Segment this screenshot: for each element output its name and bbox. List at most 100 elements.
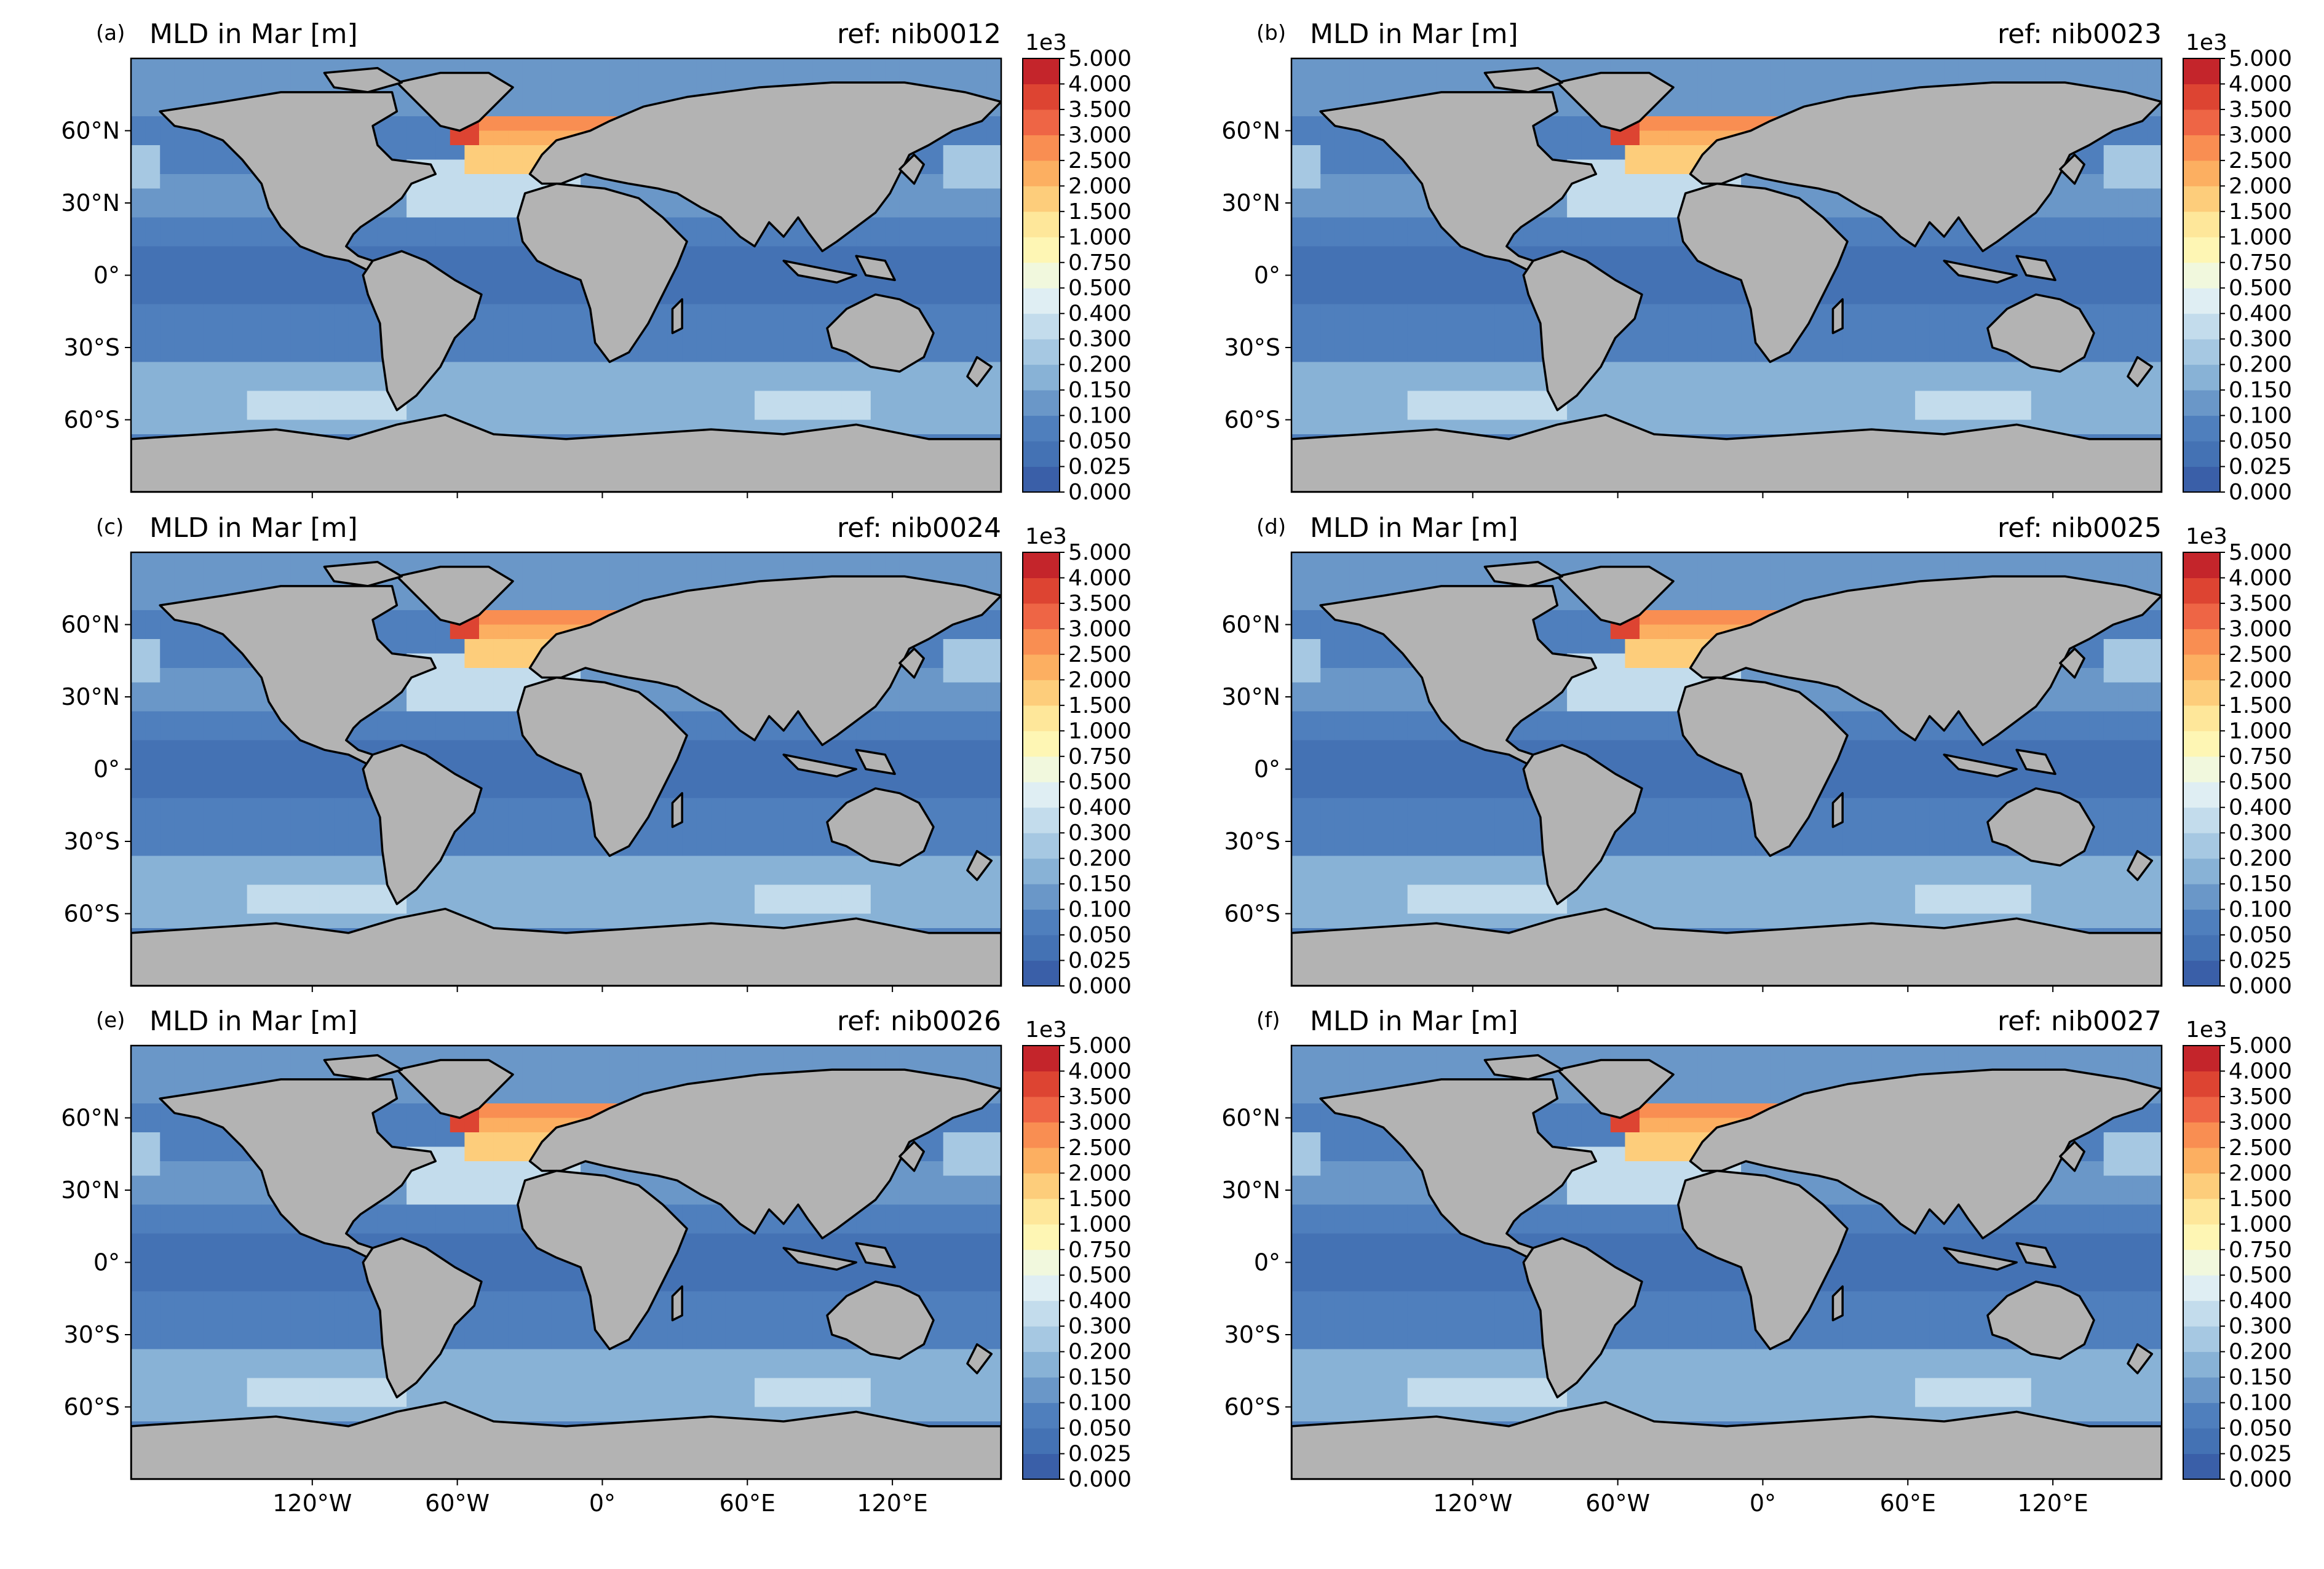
colorbar-tick-label: 0.750: [1068, 1237, 1132, 1263]
colorbar-tick-label: 4.000: [1068, 71, 1132, 97]
colorbar-tick-label: 0.100: [2229, 1391, 2292, 1416]
panel-e: (e) MLD in Mar [m] ref: nib0026 60°N 30°N 0° 3…: [61, 1006, 1132, 1517]
colorbar-tick-label: 2.000: [1068, 1161, 1132, 1186]
y-tick-label: 60°S: [64, 900, 120, 927]
colorbar-segment: [2183, 262, 2220, 288]
colorbar-segment: [1023, 680, 1060, 706]
x-tick-label: 60°E: [720, 1490, 775, 1517]
y-tick-label: 60°N: [61, 611, 120, 638]
colorbar-segment: [2183, 578, 2220, 604]
colorbar-segment: [1023, 237, 1060, 263]
colorbar-segment: [2183, 884, 2220, 910]
panel-c: (c) MLD in Mar [m] ref: nib0024 60°N 30°N 0° 3…: [61, 512, 1132, 999]
colorbar-tick-label: 0.150: [2229, 872, 2292, 897]
colorbar-segment: [1023, 705, 1060, 731]
colorbar-segment: [2183, 466, 2220, 493]
colorbar-segment: [1023, 960, 1060, 987]
colorbar-tick-label: 0.750: [2229, 250, 2292, 276]
colorbar-tick-label: 4.000: [1068, 1059, 1132, 1084]
y-tick-label: 30°N: [1221, 683, 1280, 710]
panel-title: MLD in Mar [m]: [1310, 512, 1518, 544]
colorbar-tick-label: 2.500: [2229, 148, 2292, 173]
colorbar-segment: [2183, 680, 2220, 706]
colorbar-tick-label: 1.000: [1068, 1212, 1132, 1237]
colorbar-segment: [2183, 135, 2220, 161]
colorbar-segment: [2183, 909, 2220, 935]
colorbar-segment: [1023, 1453, 1060, 1480]
colorbar-segment: [1023, 807, 1060, 833]
colorbar-tick-label: 0.000: [2229, 1467, 2292, 1492]
colorbar-segment: [2183, 1096, 2220, 1122]
colorbar-segment: [1023, 858, 1060, 884]
colorbar-tick-label: 2.500: [1068, 148, 1132, 173]
colorbar-tick-label: 1.000: [2229, 718, 2292, 744]
colorbar-segment: [2183, 552, 2220, 578]
panel-ref: ref: nib0023: [1997, 18, 2162, 50]
map-area: [1291, 1046, 2162, 1479]
colorbar-tick-label: 0.025: [2229, 455, 2292, 480]
y-tick-label: 30°S: [64, 1321, 120, 1348]
colorbar-tick-label: 0.200: [2229, 1340, 2292, 1365]
colorbar-tick-label: 3.500: [2229, 1084, 2292, 1110]
colorbar-tick-label: 0.400: [2229, 301, 2292, 327]
colorbar-segment: [2183, 1428, 2220, 1455]
colorbar-segment: [1023, 1300, 1060, 1327]
y-tick-label: 60°S: [64, 1394, 120, 1421]
colorbar-segment: [2183, 84, 2220, 110]
panel-label: (f): [1256, 1008, 1280, 1033]
colorbar-segment: [1023, 909, 1060, 935]
colorbar-segment: [2183, 756, 2220, 782]
colorbar-segment: [1023, 135, 1060, 161]
colorbar-tick-label: 0.200: [2229, 846, 2292, 872]
colorbar-segment: [2183, 160, 2220, 186]
x-tick-label: 0°: [589, 1490, 616, 1517]
colorbar-segment: [2183, 313, 2220, 340]
panel-ref: ref: nib0026: [837, 1006, 1001, 1037]
colorbar-tick-label: 0.000: [1068, 480, 1132, 505]
colorbar-segment: [1023, 1173, 1060, 1199]
map-area: [131, 58, 1001, 492]
colorbar-tick-label: 0.000: [1068, 1467, 1132, 1492]
colorbar-segment: [2183, 339, 2220, 365]
colorbar-segment: [2183, 1173, 2220, 1199]
colorbar-segment: [2183, 364, 2220, 391]
colorbar-tick-label: 2.000: [1068, 173, 1132, 199]
colorbar-tick-label: 0.150: [1068, 1365, 1132, 1390]
colorbar-exponent: 1e3: [2186, 1017, 2227, 1043]
colorbar-segment: [2183, 109, 2220, 135]
colorbar-segment: [2183, 782, 2220, 808]
colorbar-tick-label: 0.400: [1068, 1289, 1132, 1314]
colorbar-segment: [1023, 1122, 1060, 1148]
colorbar-tick-label: 2.500: [2229, 642, 2292, 667]
y-tick-label: 0°: [93, 262, 120, 289]
colorbar-segment: [1023, 466, 1060, 493]
colorbar-tick-label: 3.000: [2229, 1110, 2292, 1135]
y-tick-label: 0°: [1254, 262, 1280, 289]
colorbar-segment: [2183, 705, 2220, 731]
colorbar-tick-label: 0.100: [1068, 897, 1132, 923]
colorbar-segment: [1023, 884, 1060, 910]
colorbar-segment: [1023, 84, 1060, 110]
colorbar-tick-label: 1.500: [2229, 1186, 2292, 1212]
colorbar-tick-label: 4.000: [2229, 565, 2292, 590]
colorbar-tick-label: 3.000: [2229, 122, 2292, 148]
y-tick-label: 30°N: [1221, 189, 1280, 216]
colorbar-tick-label: 0.750: [1068, 744, 1132, 769]
colorbar-tick-label: 5.000: [2229, 1033, 2292, 1059]
colorbar-segment: [2183, 935, 2220, 961]
colorbar-segment: [1023, 1071, 1060, 1097]
colorbar-segment: [1023, 160, 1060, 186]
colorbar-tick-label: 0.025: [2229, 948, 2292, 974]
colorbar-tick-label: 3.500: [1068, 1084, 1132, 1110]
colorbar-tick-label: 3.000: [1068, 122, 1132, 148]
colorbar-segment: [2183, 390, 2220, 416]
colorbar-segment: [1023, 1428, 1060, 1455]
colorbar-segment: [1023, 1046, 1060, 1071]
colorbar-tick-label: 0.300: [2229, 327, 2292, 352]
colorbar-tick-label: 1.500: [1068, 1186, 1132, 1212]
colorbar-segment: [2183, 833, 2220, 859]
panel-title: MLD in Mar [m]: [149, 512, 358, 544]
y-tick-label: 30°S: [1224, 334, 1280, 361]
y-tick-label: 30°N: [1221, 1177, 1280, 1204]
